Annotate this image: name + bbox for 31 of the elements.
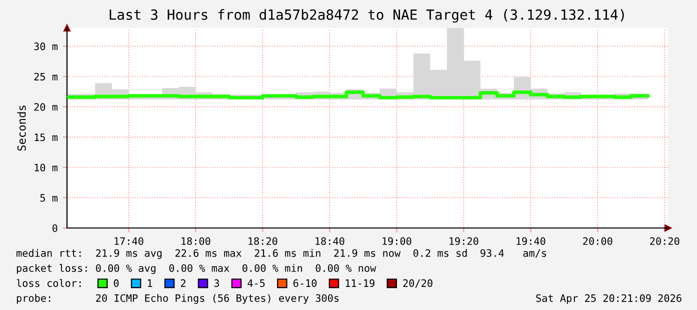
text: Sat Apr 25 20:21:09 2026 <box>536 294 682 304</box>
x-tick-label: 19:40 <box>516 237 546 245</box>
x-tick-label: 19:20 <box>450 237 478 245</box>
y-tick-label: 25 m <box>34 72 58 81</box>
legend-label: 0 <box>114 279 119 287</box>
x-tick-label: 18:20 <box>248 237 278 245</box>
y-tick-label: 20 m <box>34 103 58 111</box>
x-tick-label: 17:40 <box>114 237 144 245</box>
legend-label: 4-5 <box>248 279 265 287</box>
y-tick-label: 30 m <box>34 42 58 50</box>
chart-title: Last 3 Hours from d1a57b2a8472 to NAE Target 4 (3.129.132.114) <box>110 9 624 23</box>
text: packet loss: 0.00 % avg 0.00 % max 0.00 % min 0.00 % now <box>16 264 376 274</box>
legend-label: 6-10 <box>293 279 317 287</box>
legend-label: 11-19 <box>346 279 374 287</box>
legend-label: 3 <box>214 279 219 287</box>
y-tick-label: 0 <box>52 224 58 232</box>
legend-title: loss color: <box>16 279 81 287</box>
legend-label: 2 <box>180 279 186 287</box>
y-tick-label: 10 m <box>34 164 58 172</box>
x-tick-label: 20:20 <box>650 237 680 245</box>
y-tick-label: 5 m <box>40 194 58 202</box>
text: median rtt: 21.9 ms avg 22.6 ms max 21.6 ms min 21.9 ms now 0.2 ms sd 93.4 am/s <box>16 249 546 259</box>
x-tick-label: 20:00 <box>583 237 612 245</box>
x-tick-label: 18:00 <box>182 237 210 245</box>
y-axis-title: Seconds <box>17 106 26 151</box>
x-tick-label: 19:00 <box>382 237 412 245</box>
legend-label: 1 <box>148 279 152 287</box>
legend-label: 20/20 <box>403 279 432 288</box>
y-tick-label: 15 m <box>34 134 58 142</box>
text: probe: 20 ICMP Echo Pings (56 Bytes) every 300s <box>16 294 339 304</box>
x-tick-label: 18:40 <box>316 237 344 245</box>
